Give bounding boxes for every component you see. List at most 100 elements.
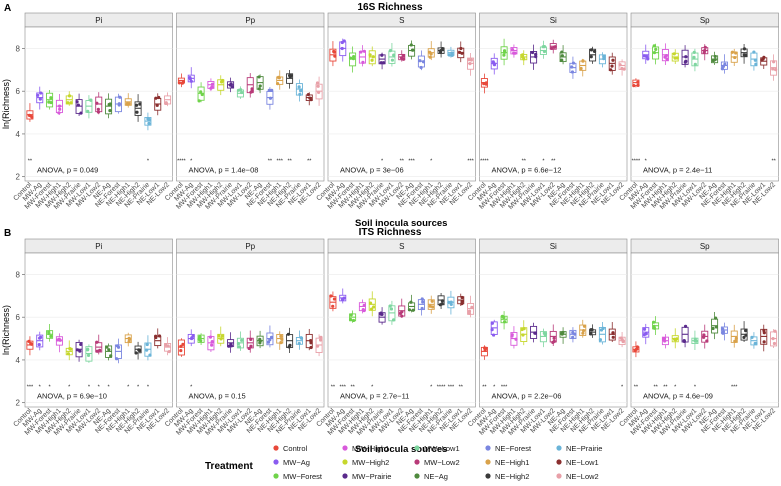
data-point: [109, 354, 113, 358]
data-point: [309, 345, 313, 350]
data-point: [541, 45, 545, 49]
significance-label: *: [68, 385, 71, 391]
data-point: [96, 107, 100, 111]
facet-label: Si: [550, 242, 557, 251]
data-point: [447, 53, 451, 57]
data-point: [76, 103, 80, 107]
data-point: [560, 54, 564, 58]
data-point: [714, 316, 718, 320]
data-point: [711, 59, 715, 63]
data-point: [166, 344, 170, 348]
data-point: [157, 334, 162, 338]
data-point: [521, 333, 525, 337]
data-point: [352, 54, 356, 59]
data-point: [49, 334, 53, 338]
data-point: [362, 49, 366, 53]
data-point: [348, 56, 353, 60]
data-point: [95, 101, 99, 105]
facet-plot-area: [176, 252, 325, 408]
data-point: [57, 104, 62, 108]
facet-plot-area: [176, 26, 325, 182]
data-point: [210, 339, 214, 344]
data-point: [418, 59, 422, 63]
data-point: [249, 90, 253, 94]
data-point: [711, 326, 715, 331]
data-point: [370, 58, 374, 62]
data-point: [602, 55, 606, 59]
data-point: [66, 352, 71, 356]
significance-label: *: [190, 159, 193, 165]
data-point: [89, 98, 93, 102]
legend-item: NE−Ag: [424, 472, 448, 481]
data-point: [56, 338, 60, 342]
data-point: [189, 79, 193, 83]
significance-label: **: [482, 385, 487, 391]
data-point: [279, 334, 283, 338]
data-point: [633, 349, 637, 353]
data-point: [589, 328, 593, 332]
data-point: [388, 48, 393, 53]
data-point: [268, 96, 273, 100]
data-point: [419, 65, 423, 70]
data-point: [86, 347, 90, 351]
data-point: [117, 102, 121, 106]
data-point: [428, 55, 432, 59]
data-point: [258, 341, 262, 345]
data-point: [164, 101, 168, 106]
data-point: [398, 311, 403, 316]
data-point: [409, 43, 413, 47]
data-point: [258, 84, 262, 88]
data-point: [411, 308, 415, 312]
data-point: [75, 100, 79, 104]
significance-label: *: [621, 385, 624, 391]
data-point: [95, 340, 99, 344]
panel-b-title: ITS Richness: [359, 227, 422, 238]
data-point: [705, 339, 709, 343]
data-point: [754, 341, 758, 346]
data-point: [552, 336, 556, 340]
data-point: [267, 88, 271, 93]
significance-label: *: [430, 159, 433, 165]
data-point: [610, 64, 614, 68]
data-point: [744, 53, 748, 57]
legend-swatch: [414, 459, 420, 465]
data-point: [652, 324, 656, 328]
panel-a-letter: A: [4, 3, 11, 14]
significance-label: **: [522, 159, 527, 165]
data-point: [369, 307, 374, 311]
data-point: [135, 110, 139, 114]
data-point: [199, 90, 203, 94]
data-point: [47, 100, 51, 104]
data-point: [571, 61, 576, 65]
data-point: [702, 333, 706, 337]
data-point: [581, 328, 586, 333]
data-point: [209, 86, 213, 90]
data-point: [351, 318, 356, 323]
significance-label: *: [371, 385, 374, 391]
data-point: [447, 300, 451, 304]
significance-label: ***: [408, 159, 415, 165]
data-point: [457, 50, 462, 54]
legend-item: NE−Low1: [566, 458, 599, 467]
y-tick-label: 2: [16, 399, 21, 408]
data-point: [58, 107, 62, 111]
data-point: [734, 336, 738, 340]
data-point: [592, 49, 597, 54]
significance-label: ***: [448, 385, 455, 391]
legend-item: NE−Low2: [566, 472, 599, 481]
data-point: [297, 85, 301, 89]
data-point: [86, 353, 91, 358]
data-point: [220, 334, 224, 338]
data-point: [145, 348, 149, 352]
data-point: [333, 54, 337, 58]
significance-label: *: [674, 385, 677, 391]
data-point: [197, 99, 201, 103]
data-point: [257, 87, 261, 91]
data-point: [306, 92, 310, 97]
data-point: [492, 61, 496, 65]
data-point: [332, 297, 337, 301]
data-point: [750, 335, 754, 339]
data-point: [30, 115, 34, 119]
data-point: [760, 58, 764, 62]
data-point: [96, 110, 101, 114]
